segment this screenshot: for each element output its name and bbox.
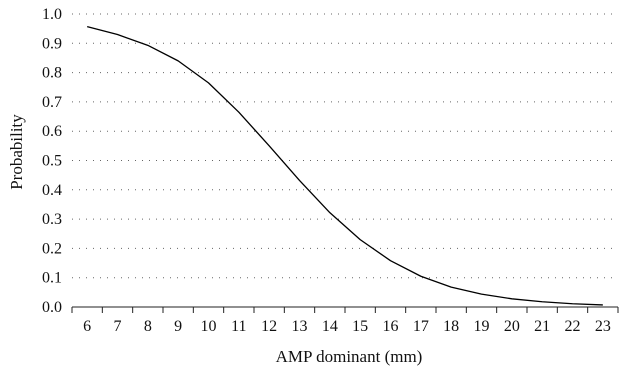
- x-tick-label: 19: [474, 318, 490, 335]
- y-tick-label: 0.2: [42, 240, 62, 257]
- x-tick-label: 12: [261, 318, 277, 335]
- y-axis-title: Probability: [7, 114, 26, 190]
- y-tick-label: 0.7: [42, 94, 62, 111]
- series-layer: [87, 25, 603, 306]
- x-tick-label: 9: [174, 318, 182, 335]
- x-tick-label: 13: [292, 318, 308, 335]
- y-tick-label: 0.4: [42, 182, 62, 199]
- x-tick-label: 18: [443, 318, 459, 335]
- y-tick-label: 0.3: [42, 211, 62, 228]
- y-tick-label: 0.8: [42, 65, 62, 82]
- gridlines: [72, 13, 618, 279]
- x-tick-label: 21: [534, 318, 550, 335]
- x-tick-label: 23: [595, 318, 611, 335]
- x-tick-label: 11: [231, 318, 246, 335]
- x-tick-label: 22: [565, 318, 581, 335]
- x-tick-label: 7: [114, 318, 122, 335]
- series-line: [87, 25, 603, 306]
- y-tick-label: 0.0: [42, 299, 62, 316]
- x-tick-label: 20: [504, 318, 520, 335]
- x-tick-label: 17: [413, 318, 429, 335]
- axes: [71, 306, 619, 313]
- y-tick-label: 0.1: [42, 270, 62, 287]
- x-tick-label: 15: [352, 318, 368, 335]
- y-tick-label: 0.6: [42, 123, 62, 140]
- x-tick-label: 10: [201, 318, 217, 335]
- x-axis-title: AMP dominant (mm): [276, 347, 423, 366]
- y-tick-label: 0.9: [42, 35, 62, 52]
- x-tick-label: 16: [383, 318, 399, 335]
- x-tick-label: 8: [144, 318, 152, 335]
- x-tick-label: 6: [83, 318, 91, 335]
- tick-labels: 0.0 0.1 0.2 0.3 0.4 0.5 0.6 0.7 0.8 0.9 1.0 6 7 8 9 10 1…: [42, 6, 611, 335]
- x-tick-label: 14: [322, 318, 338, 335]
- y-tick-label: 0.5: [42, 153, 62, 170]
- y-tick-label: 1.0: [42, 6, 62, 23]
